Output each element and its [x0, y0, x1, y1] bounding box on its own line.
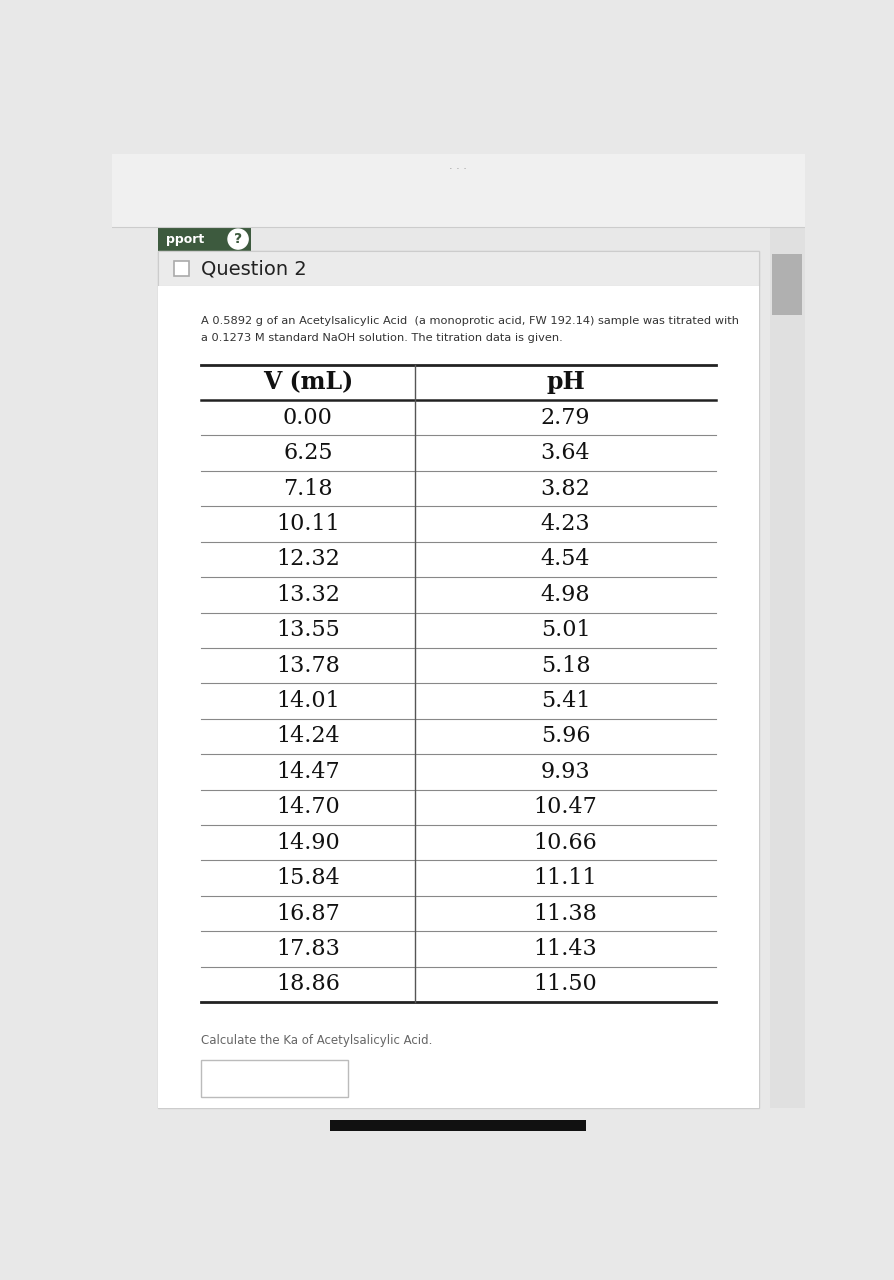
Text: pH: pH [546, 370, 585, 394]
Text: pport: pport [166, 233, 205, 246]
Text: 13.55: 13.55 [276, 620, 340, 641]
Bar [201, 1060, 348, 1097]
Text: 11.11: 11.11 [534, 867, 597, 890]
Text: 0.00: 0.00 [283, 407, 333, 429]
Text: 13.78: 13.78 [276, 654, 340, 677]
Text: 14.01: 14.01 [276, 690, 340, 712]
Text: 17.83: 17.83 [276, 938, 340, 960]
Text: 14.24: 14.24 [276, 726, 340, 748]
Text: 5.41: 5.41 [541, 690, 590, 712]
Text: A 0.5892 g of an Acetylsalicylic Acid  (a monoprotic acid, FW 192.14) sample was: A 0.5892 g of an Acetylsalicylic Acid (a… [201, 316, 738, 325]
Text: 5.96: 5.96 [541, 726, 590, 748]
Bar [158, 251, 759, 1108]
Text: 4.23: 4.23 [541, 513, 590, 535]
Text: 14.47: 14.47 [276, 760, 340, 783]
Text: 4.98: 4.98 [541, 584, 590, 605]
Text: 11.43: 11.43 [534, 938, 597, 960]
Text: 7.18: 7.18 [283, 477, 333, 499]
Text: 10.11: 10.11 [276, 513, 340, 535]
Bar [173, 261, 190, 276]
Text: 11.50: 11.50 [534, 973, 597, 996]
Bar [158, 251, 759, 285]
Text: V (mL): V (mL) [263, 370, 353, 394]
Text: 10.66: 10.66 [534, 832, 597, 854]
Text: 10.47: 10.47 [534, 796, 597, 818]
Bar [330, 1120, 586, 1130]
Bar [158, 227, 251, 251]
Text: 11.38: 11.38 [534, 902, 597, 924]
Text: a 0.1273 M standard NaOH solution. The titration data is given.: a 0.1273 M standard NaOH solution. The t… [201, 333, 562, 343]
Text: 13.32: 13.32 [276, 584, 340, 605]
Text: 9.93: 9.93 [541, 760, 590, 783]
Text: 18.86: 18.86 [276, 973, 340, 996]
Bar [112, 154, 805, 227]
Text: ?: ? [234, 232, 242, 246]
Text: Calculate the Ka of Acetylsalicylic Acid.: Calculate the Ka of Acetylsalicylic Acid… [201, 1034, 433, 1047]
Text: 15.84: 15.84 [276, 867, 340, 890]
Text: 4.54: 4.54 [541, 548, 590, 571]
Text: 6.25: 6.25 [283, 442, 333, 465]
Text: Question 2: Question 2 [201, 260, 307, 278]
Text: 14.90: 14.90 [276, 832, 340, 854]
Text: 5.01: 5.01 [541, 620, 590, 641]
Text: 3.64: 3.64 [541, 442, 590, 465]
Text: · · ·: · · · [450, 164, 467, 174]
Bar [158, 285, 759, 1108]
Bar [772, 253, 802, 315]
Bar [770, 227, 805, 1108]
Text: 14.70: 14.70 [276, 796, 340, 818]
Text: 5.18: 5.18 [541, 654, 590, 677]
Circle shape [228, 229, 249, 250]
Text: 12.32: 12.32 [276, 548, 340, 571]
Text: 16.87: 16.87 [276, 902, 340, 924]
Text: 2.79: 2.79 [541, 407, 590, 429]
Text: 3.82: 3.82 [541, 477, 590, 499]
